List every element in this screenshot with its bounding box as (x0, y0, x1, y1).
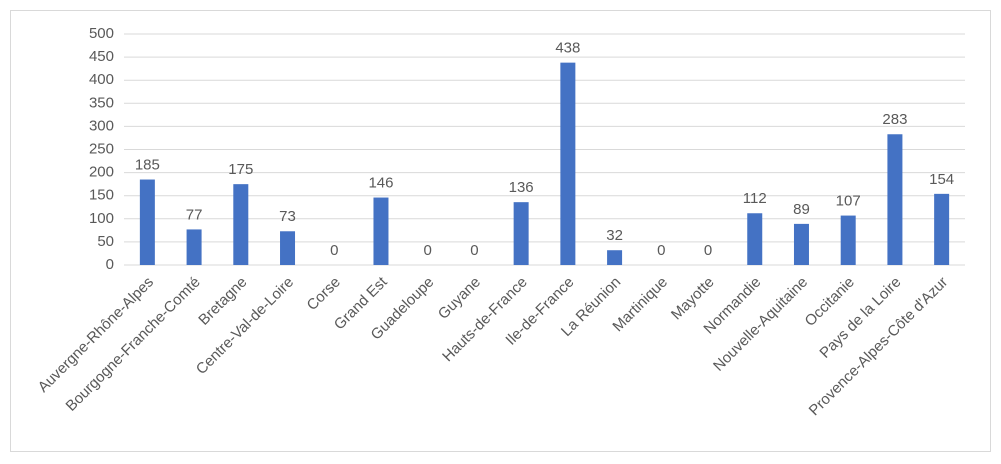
y-tick-label: 250 (89, 140, 114, 157)
bar (934, 193, 950, 265)
y-tick-label: 300 (89, 117, 114, 134)
data-label: 112 (743, 190, 767, 207)
data-label: 32 (606, 227, 623, 244)
data-label: 89 (793, 201, 810, 218)
bar (280, 231, 296, 265)
data-label: 136 (509, 179, 534, 196)
y-tick-label: 0 (106, 256, 114, 273)
y-tick-label: 200 (89, 164, 114, 181)
data-label: 0 (424, 242, 432, 259)
y-tick-label: 50 (97, 233, 114, 250)
data-label: 0 (330, 242, 338, 259)
data-label: 73 (279, 208, 296, 225)
y-tick-label: 400 (89, 71, 114, 88)
bar (607, 250, 623, 265)
y-tick-label: 500 (89, 25, 114, 42)
bar (840, 215, 856, 265)
bar (887, 134, 903, 265)
bar (793, 223, 809, 265)
chart-frame (10, 10, 991, 452)
y-tick-label: 100 (89, 210, 114, 227)
bar (139, 179, 155, 265)
data-label: 0 (657, 242, 665, 259)
y-tick-label: 350 (89, 94, 114, 111)
bar (373, 197, 389, 265)
bar (233, 184, 249, 265)
y-tick-label: 150 (89, 187, 114, 204)
data-label: 283 (882, 111, 907, 128)
data-label: 107 (836, 193, 861, 210)
data-label: 77 (186, 206, 203, 223)
y-tick-label: 450 (89, 48, 114, 65)
data-label: 175 (228, 161, 253, 178)
data-label: 0 (470, 242, 478, 259)
bar (513, 202, 529, 265)
data-label: 185 (135, 156, 160, 173)
data-label: 438 (555, 40, 580, 57)
data-label: 0 (704, 242, 712, 259)
bar (186, 229, 202, 265)
data-label: 146 (368, 175, 393, 192)
data-label: 154 (929, 171, 954, 188)
bar (747, 213, 763, 265)
bar (560, 62, 576, 266)
